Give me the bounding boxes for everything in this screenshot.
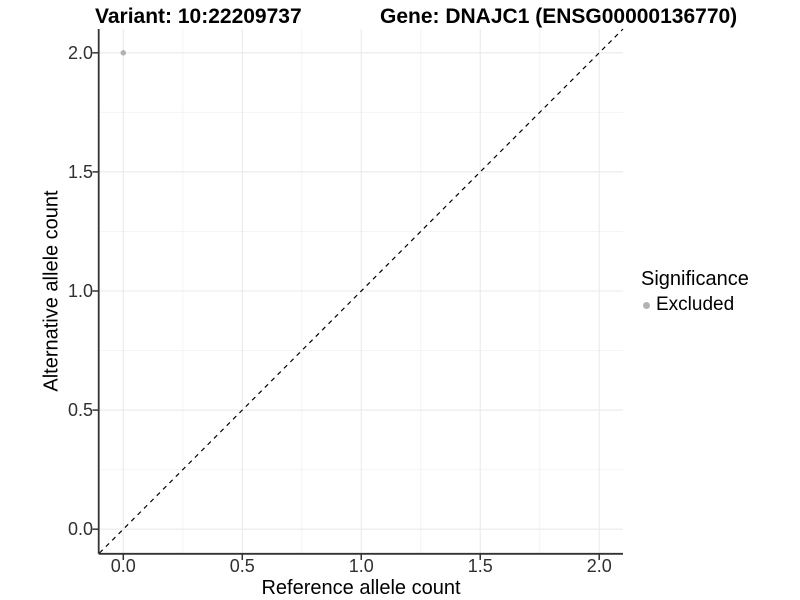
y-tick-label: 1.5 (67, 161, 93, 182)
y-tick-label: 0.0 (67, 519, 93, 540)
data-point (120, 50, 127, 56)
y-tick-label: 1.0 (67, 281, 93, 301)
plot-title-gene: Gene: DNAJC1 (ENSG00000136770) (380, 5, 738, 28)
y-tick-label: 2.0 (67, 42, 93, 63)
x-tick-label: 0.5 (229, 556, 255, 576)
x-axis-title: Reference allele count (261, 577, 461, 599)
x-tick-label: 2.0 (586, 556, 612, 576)
plot-title-variant: Variant: 10:22209737 (95, 5, 302, 28)
reference-diagonal-line (99, 28, 624, 554)
x-tick-label: 1.5 (467, 556, 493, 576)
y-tick-label: 0.5 (67, 400, 93, 421)
legend-key-dot-icon (643, 302, 650, 309)
x-tick-label: 1.0 (348, 556, 374, 576)
legend-title: Significance (641, 268, 749, 290)
legend-item-excluded: Excluded (641, 294, 749, 316)
legend: Significance Excluded (641, 268, 749, 316)
legend-item-label: Excluded (656, 294, 735, 315)
x-tick-label: 0.0 (110, 556, 136, 576)
